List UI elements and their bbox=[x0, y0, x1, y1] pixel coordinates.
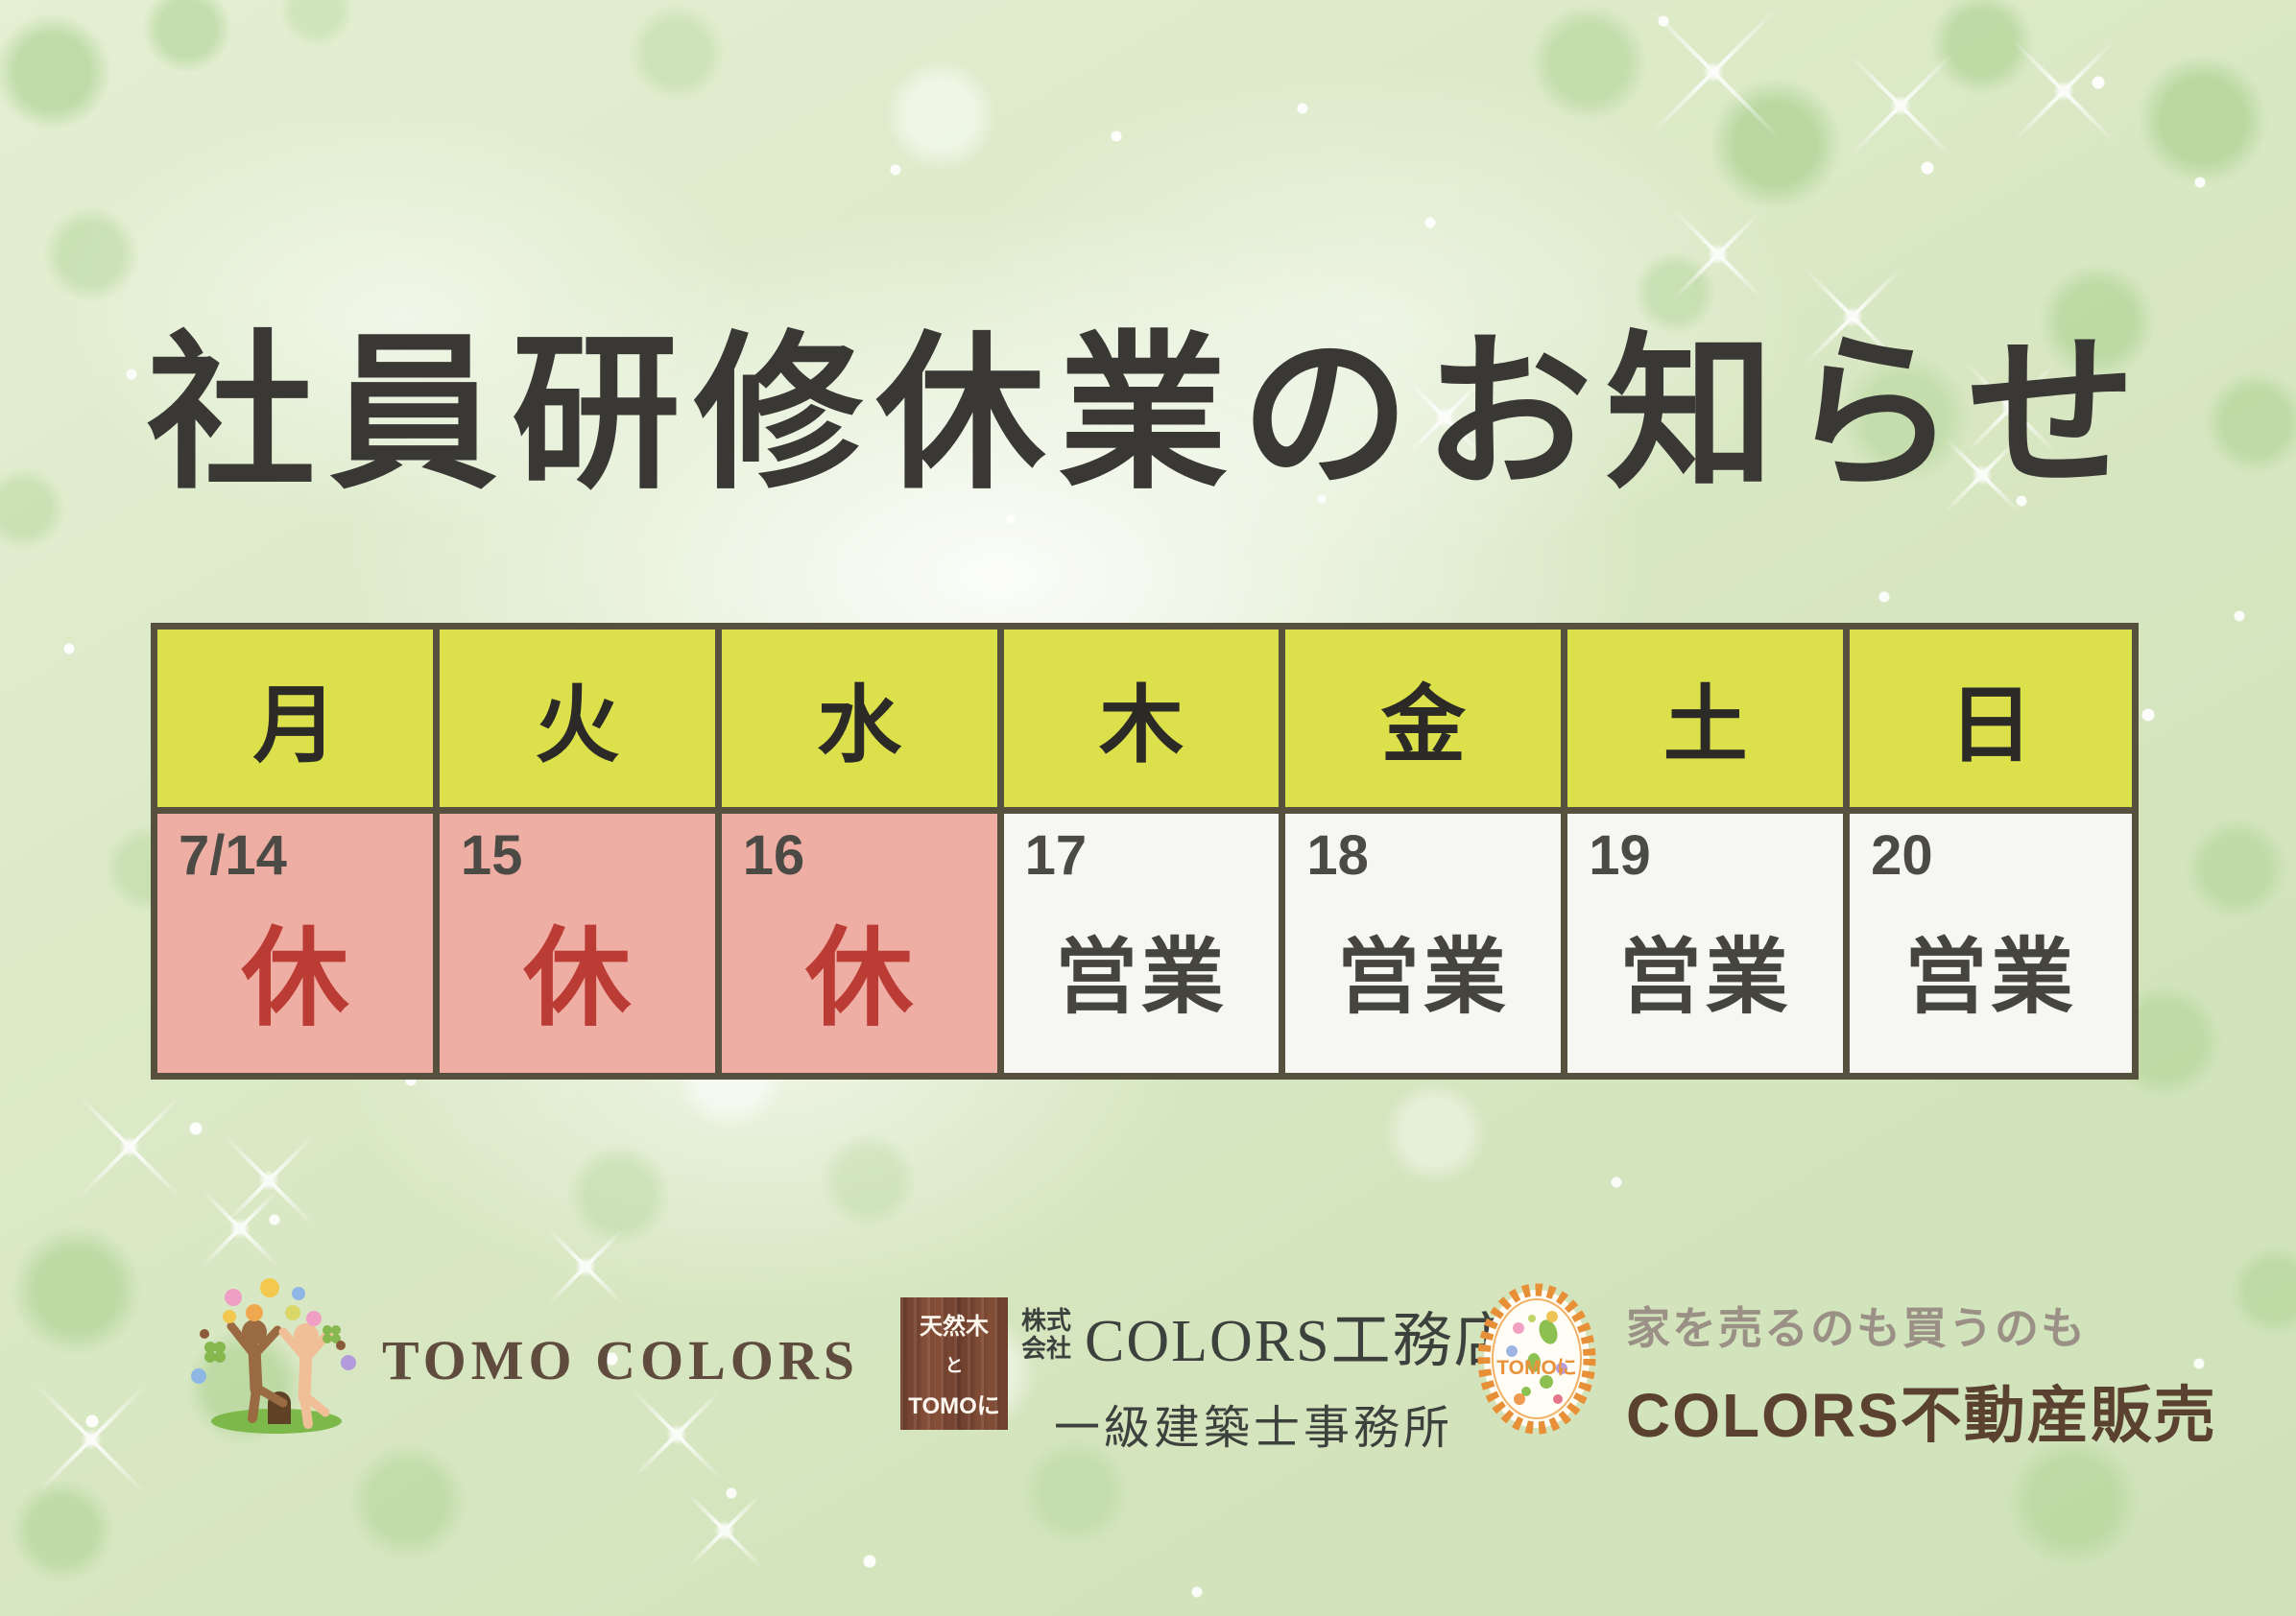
date-label: 7/14 bbox=[179, 824, 287, 887]
weekday-header-cell: 火 bbox=[439, 630, 722, 807]
date-label: 20 bbox=[1871, 824, 1933, 887]
date-label: 16 bbox=[742, 824, 805, 887]
date-label: 19 bbox=[1589, 824, 1651, 887]
wood-badge-line: 天然木 bbox=[920, 1314, 989, 1341]
status-label: 営業 bbox=[1904, 931, 2078, 1024]
koumuten-wood-badge: 天然木 と TOMOに bbox=[900, 1297, 1008, 1430]
weekday-header-cell: 月 bbox=[157, 630, 440, 807]
status-label: 営業 bbox=[1336, 931, 1510, 1024]
fudosan-company-name: COLORS不動産販売 bbox=[1626, 1381, 2217, 1450]
weekday-header-cell: 水 bbox=[721, 630, 1004, 807]
weekday-header-cell: 金 bbox=[1285, 630, 1568, 807]
status-label: 休 bbox=[805, 918, 914, 1038]
tomo-colors-figures-icon bbox=[191, 1278, 356, 1434]
koumuten-company-block: 株式会社 COLORS工務店 一級建築士事務所 bbox=[1021, 1292, 1516, 1457]
day-cell-open: 19 営業 bbox=[1567, 814, 1851, 1073]
wood-badge-line: と bbox=[945, 1355, 964, 1376]
koumuten-company-name: COLORS工務店 bbox=[1085, 1309, 1516, 1374]
weekday-header-cell: 木 bbox=[1003, 630, 1286, 807]
weekday-header-cell: 日 bbox=[1850, 630, 2132, 807]
date-label: 18 bbox=[1306, 824, 1369, 887]
day-cell-closed: 7/14 休 bbox=[157, 814, 440, 1073]
company-prefix: 株式会社 bbox=[1021, 1306, 1072, 1363]
page-title: 社員研修休業のお知らせ bbox=[146, 321, 2150, 509]
fudosan-tagline: 家を売るのも買うのも bbox=[1626, 1303, 2087, 1353]
date-label: 17 bbox=[1024, 824, 1088, 887]
day-cell-closed: 15 休 bbox=[439, 814, 722, 1073]
schedule-row: 7/14 休 15 休 16 休 17 営業 18 営業 19 営業 20 営業 bbox=[157, 814, 2132, 1073]
koumuten-subtitle: 一級建築士事務所 bbox=[1054, 1403, 1454, 1454]
status-label: 営業 bbox=[1054, 931, 1228, 1024]
weekday-header-cell: 土 bbox=[1567, 630, 1851, 807]
day-cell-closed: 16 休 bbox=[721, 814, 1004, 1073]
koumuten-name-line: 株式会社 COLORS工務店 bbox=[1021, 1292, 1516, 1378]
status-label: 休 bbox=[523, 918, 632, 1038]
fudosan-badge-icon: TOMOに bbox=[1477, 1283, 1596, 1435]
fudosan-badge-text: TOMOに bbox=[1496, 1357, 1577, 1379]
day-cell-open: 18 営業 bbox=[1285, 814, 1568, 1073]
schedule-table: 月 火 水 木 金 土 日 7/14 休 15 休 16 休 17 営業 18 … bbox=[151, 623, 2139, 1080]
day-cell-open: 20 営業 bbox=[1850, 814, 2132, 1073]
tomo-colors-wordmark: TOMO COLORS bbox=[382, 1329, 860, 1391]
weekday-header-row: 月 火 水 木 金 土 日 bbox=[157, 630, 2132, 814]
fudosan-company-block: 家を売るのも買うのも COLORS不動産販売 bbox=[1626, 1294, 2217, 1455]
status-label: 営業 bbox=[1618, 931, 1792, 1024]
status-label: 休 bbox=[241, 918, 349, 1038]
wood-badge-line: TOMOに bbox=[908, 1392, 1000, 1419]
day-cell-open: 17 営業 bbox=[1003, 814, 1286, 1073]
date-label: 15 bbox=[460, 824, 523, 887]
